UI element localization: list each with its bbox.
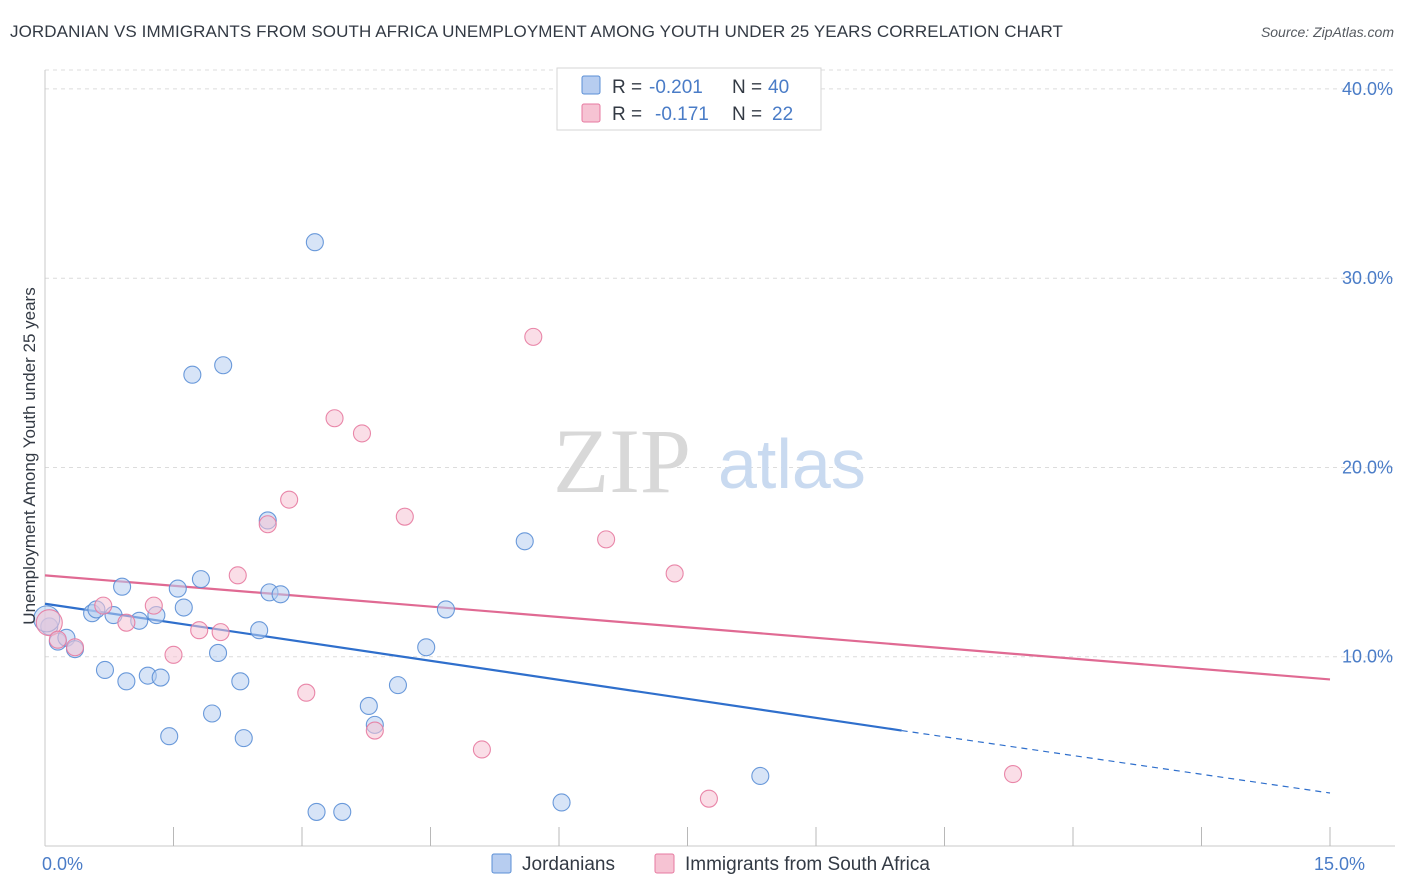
- stats-n-value-1: 40: [768, 77, 789, 98]
- point-jordanians-19: [203, 704, 222, 723]
- stats-n-value-2: 22: [772, 104, 793, 125]
- stats-r-value-1: -0.201: [649, 77, 703, 98]
- y-tick-label: 20.0%: [1342, 457, 1393, 477]
- trendline-solid-1: [44, 574, 1331, 681]
- y-tick-label: 30.0%: [1342, 268, 1393, 288]
- point-immigrants-8: [211, 623, 230, 642]
- point-immigrants-11: [280, 490, 299, 509]
- trendline-layer: [44, 574, 1331, 794]
- point-jordanians-17: [183, 365, 202, 384]
- watermark-atlas: atlas: [718, 425, 866, 503]
- point-immigrants-7: [190, 621, 209, 640]
- point-immigrants-14: [352, 424, 372, 443]
- point-immigrants-12: [297, 683, 316, 702]
- stats-swatch-blue: [581, 75, 601, 95]
- legend-label-immigrants: Immigrants from South Africa: [685, 854, 930, 875]
- point-jordanians-30: [333, 802, 352, 821]
- point-immigrants-9: [228, 566, 247, 585]
- stats-r-label-1: R =: [612, 77, 642, 98]
- point-jordanians-15: [168, 579, 187, 598]
- point-immigrants-13: [325, 409, 344, 428]
- x-tick-label: 15.0%: [1314, 854, 1365, 874]
- axis-layer: [44, 70, 1395, 847]
- point-jordanians-37: [552, 793, 571, 812]
- point-jordanians-13: [151, 668, 170, 687]
- point-immigrants-6: [164, 645, 183, 664]
- point-jordanians-33: [388, 676, 407, 695]
- point-immigrants-0: [35, 609, 63, 637]
- point-immigrants-5: [144, 596, 163, 615]
- point-jordanians-28: [305, 233, 324, 252]
- legend-swatch-jordanians: [491, 853, 512, 874]
- legend-label-jordanians: Jordanians: [522, 854, 615, 875]
- tick-label-layer: 10.0% 20.0% 30.0% 40.0% 0.0% 15.0%: [42, 79, 1393, 874]
- point-immigrants-20: [665, 564, 684, 583]
- point-immigrants-3: [94, 596, 113, 615]
- chart-title: JORDANIAN VS IMMIGRANTS FROM SOUTH AFRIC…: [10, 22, 1064, 41]
- point-immigrants-1: [48, 630, 67, 649]
- trendline-solid-0: [44, 602, 902, 732]
- point-jordanians-6: [95, 660, 115, 680]
- stats-legend-box: [556, 67, 822, 131]
- stats-legend: R = -0.201 N = 40 R = -0.171 N = 22: [556, 67, 822, 131]
- point-jordanians-38: [751, 766, 770, 786]
- stats-n-label-2: N =: [732, 104, 762, 125]
- point-jordanians-9: [117, 672, 136, 691]
- point-layer: [33, 233, 1023, 821]
- point-immigrants-2: [65, 638, 85, 657]
- point-jordanians-8: [113, 577, 132, 596]
- stats-r-label-2: R =: [612, 104, 642, 125]
- point-immigrants-10: [258, 515, 277, 534]
- point-immigrants-4: [117, 613, 136, 632]
- point-jordanians-16: [174, 598, 193, 617]
- point-jordanians-14: [160, 727, 179, 746]
- trendline-dashed-0: [901, 729, 1331, 794]
- y-tick-label: 10.0%: [1342, 647, 1393, 667]
- point-jordanians-21: [214, 356, 233, 375]
- point-jordanians-18: [191, 570, 210, 589]
- point-immigrants-16: [395, 507, 414, 526]
- point-jordanians-35: [436, 600, 455, 619]
- legend-swatch-immigrants: [654, 853, 675, 874]
- stats-swatch-pink: [581, 103, 601, 123]
- point-immigrants-15: [365, 721, 384, 740]
- y-tick-label: 40.0%: [1342, 79, 1393, 99]
- point-immigrants-19: [597, 530, 616, 549]
- point-immigrants-21: [699, 789, 718, 808]
- point-jordanians-36: [515, 532, 534, 551]
- point-immigrants-22: [1003, 765, 1023, 784]
- point-jordanians-34: [417, 638, 436, 657]
- series-legend: Jordanians Immigrants from South Africa: [491, 853, 930, 875]
- watermark: ZIP atlas: [553, 410, 866, 512]
- x-tick-label: 0.0%: [42, 854, 83, 874]
- watermark-zip: ZIP: [553, 410, 691, 512]
- point-jordanians-22: [231, 672, 250, 691]
- y-axis-title: Unemployment Among Youth under 25 years: [20, 287, 39, 624]
- point-jordanians-31: [359, 696, 378, 715]
- point-jordanians-27: [271, 585, 290, 604]
- point-immigrants-17: [472, 740, 491, 759]
- stats-n-label-1: N =: [732, 77, 762, 98]
- source-label: Source: ZipAtlas.com: [1260, 24, 1394, 40]
- grid-layer: [45, 69, 1395, 658]
- point-jordanians-23: [234, 729, 253, 748]
- point-jordanians-20: [208, 643, 228, 662]
- point-jordanians-24: [250, 621, 269, 640]
- point-jordanians-29: [307, 802, 326, 821]
- point-immigrants-18: [524, 327, 543, 346]
- stats-r-value-2: -0.171: [655, 104, 709, 125]
